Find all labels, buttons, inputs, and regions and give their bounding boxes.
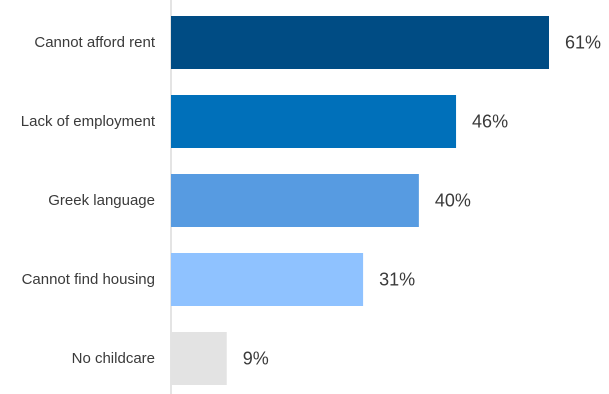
value-label: 46% [472, 112, 508, 132]
value-label: 9% [243, 349, 269, 369]
category-label: No childcare [72, 350, 155, 367]
value-label: 31% [379, 270, 415, 290]
bar-0 [171, 16, 549, 69]
bar-4 [171, 332, 227, 385]
value-label: 40% [435, 191, 471, 211]
category-label: Cannot find housing [22, 271, 155, 288]
category-label: Greek language [48, 192, 155, 209]
bar-1 [171, 95, 457, 148]
bar-3 [171, 253, 364, 306]
value-labels-group: 61% 46% 40% 31% 9% [243, 33, 601, 369]
bars-group [171, 16, 549, 385]
bar-2 [171, 174, 419, 227]
value-label: 61% [565, 33, 601, 53]
category-labels-group: Cannot afford rent Lack of employment Gree… [21, 34, 156, 367]
category-label: Cannot afford rent [34, 34, 155, 51]
category-label: Lack of employment [21, 113, 156, 130]
